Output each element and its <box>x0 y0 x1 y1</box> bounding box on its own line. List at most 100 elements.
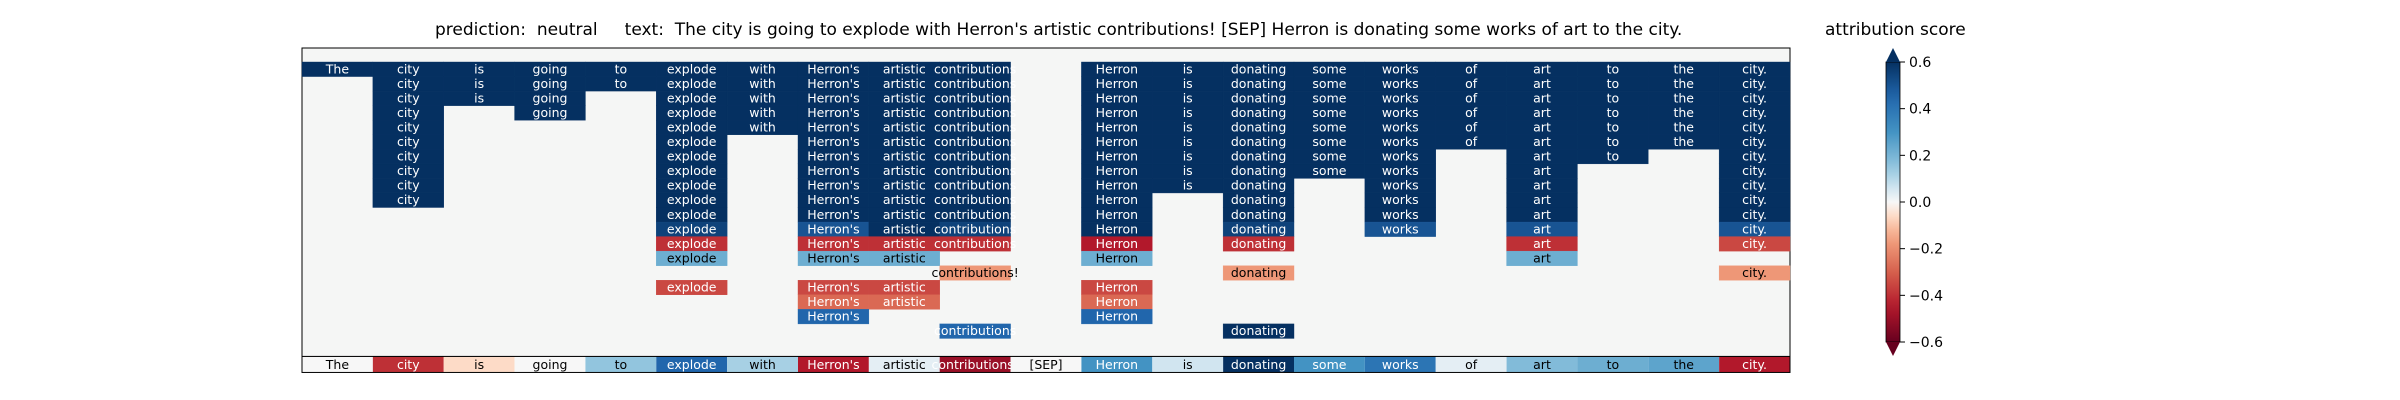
word-strip-frame <box>301 355 1791 373</box>
tree-cell <box>868 294 940 310</box>
tree-cell-label: is <box>474 90 484 105</box>
tree-cell-label: artistic <box>883 236 926 251</box>
tree-cell-label: some <box>1312 61 1346 76</box>
tree-cell-label: is <box>1183 90 1193 105</box>
tree-cell-label: with <box>749 76 776 91</box>
tree-cell-label: contributions <box>934 207 1016 222</box>
tree-cell-label: Herron's <box>807 90 859 105</box>
tree-cell-label: artistic <box>883 250 926 265</box>
tree-cell-label: city. <box>1742 134 1767 149</box>
tree-cell <box>1081 250 1153 266</box>
tree-cell-label: artistic <box>883 192 926 207</box>
tree-cell <box>372 192 444 208</box>
tree-cell-label: works <box>1382 149 1419 164</box>
tree-cell-label: contributions! <box>932 265 1019 280</box>
word-cell-label: is <box>1183 357 1193 372</box>
tree-cell-label: The <box>325 61 350 76</box>
tree-cell-label: Herron's <box>807 61 859 76</box>
word-cell-label: art <box>1533 357 1551 372</box>
word-cell-label: explode <box>667 357 717 372</box>
tree-cell-label: Herron <box>1096 280 1138 295</box>
tree-cell-label: contributions <box>934 134 1016 149</box>
word-cell <box>1364 356 1436 373</box>
tree-cell-label: Herron <box>1096 294 1138 309</box>
word-cell <box>372 356 444 373</box>
tree-cell <box>1718 236 1791 252</box>
tree-cell-label: artistic <box>883 163 926 178</box>
tree-cell-label: the <box>1673 76 1694 91</box>
tree-cell-label: is <box>1183 163 1193 178</box>
tree-cell-label: Herron <box>1096 178 1138 193</box>
tree-cell <box>1364 221 1436 237</box>
tree-cell-label: works <box>1382 90 1419 105</box>
tree-cell-label: to <box>615 61 628 76</box>
tree-cell-label: Herron <box>1096 119 1138 134</box>
word-cell-label: contributions! <box>932 357 1019 372</box>
tree-cell-label: Herron's <box>807 280 859 295</box>
tree-cell-label: artistic <box>883 76 926 91</box>
tree-cell-label: explode <box>667 192 717 207</box>
tree-cell-label: with <box>749 90 776 105</box>
tree-cell-label: artistic <box>883 61 926 76</box>
tree-cell-label: explode <box>667 119 717 134</box>
tree-cell-label: contributions <box>934 61 1016 76</box>
tree-cell-label: donating <box>1231 192 1286 207</box>
tree-cell-label: donating <box>1231 105 1286 120</box>
word-cell-label: Herron's <box>807 357 859 372</box>
tree-cell <box>1081 309 1153 325</box>
tree-cell-label: artistic <box>883 105 926 120</box>
tree-cell-label: explode <box>667 250 717 265</box>
word-cell <box>514 356 586 373</box>
tree-cell-label: Herron <box>1096 221 1138 236</box>
tree-cell-label: is <box>474 61 484 76</box>
tree-cell-label: art <box>1533 178 1551 193</box>
tree-cell-label: art <box>1533 192 1551 207</box>
tree-cell-label: artistic <box>883 134 926 149</box>
tree-cell-label: works <box>1382 105 1419 120</box>
tree-cell <box>939 323 1011 339</box>
tree-cell-label: some <box>1312 149 1346 164</box>
tree-cell-label: some <box>1312 163 1346 178</box>
tree-cell-label: art <box>1533 61 1551 76</box>
colorbar-tick-label: 0.0 <box>1909 195 1931 211</box>
tree-cell <box>939 236 1011 252</box>
word-cell-label: is <box>474 357 484 372</box>
tree-cell-label: to <box>1607 76 1620 91</box>
tree-cell-label: of <box>1465 76 1478 91</box>
tree-cell-label: contributions <box>934 119 1016 134</box>
tree-cell-label: art <box>1533 119 1551 134</box>
tree-cell-label: works <box>1382 163 1419 178</box>
colorbar-tick-label: 0.6 <box>1909 55 1931 71</box>
tree-cell-label: works <box>1382 207 1419 222</box>
tree-cell-label: Herron's <box>807 76 859 91</box>
tree-cell-label: donating <box>1231 76 1286 91</box>
tree-cell-label: of <box>1465 90 1478 105</box>
word-cell <box>1081 356 1153 373</box>
tree-cell-label: the <box>1673 134 1694 149</box>
tree-cell-label: art <box>1533 90 1551 105</box>
tree-cell-label: donating <box>1231 178 1286 193</box>
word-cell <box>727 356 798 373</box>
tree-cell-label: Herron's <box>807 119 859 134</box>
tree-cell-label: to <box>1607 134 1620 149</box>
tree-cell-label: city. <box>1742 119 1767 134</box>
tree-cell-label: art <box>1533 221 1551 236</box>
tree-cell-label: contributions <box>934 178 1016 193</box>
tree-cell <box>797 309 870 325</box>
tree-cell-label: art <box>1533 105 1551 120</box>
tree-cell-label: donating <box>1231 236 1286 251</box>
tree-cell-label: Herron's <box>807 207 859 222</box>
tree-cell-label: explode <box>667 163 717 178</box>
tree-cell-label: city <box>397 178 420 193</box>
word-cell-label: to <box>1607 357 1620 372</box>
tree-cell <box>939 265 1011 281</box>
colorbar-tick-label: −0.4 <box>1909 288 1943 304</box>
word-cell-label: artistic <box>883 357 926 372</box>
tree-cell-label: to <box>615 76 628 91</box>
tree-cell-label: Herron's <box>807 221 859 236</box>
tree-cell-label: the <box>1673 61 1694 76</box>
tree-cell-label: donating <box>1231 323 1286 338</box>
tree-cell-label: explode <box>667 236 717 251</box>
tree-cell-label: contributions <box>934 323 1016 338</box>
tree-cell-label: city. <box>1742 163 1767 178</box>
